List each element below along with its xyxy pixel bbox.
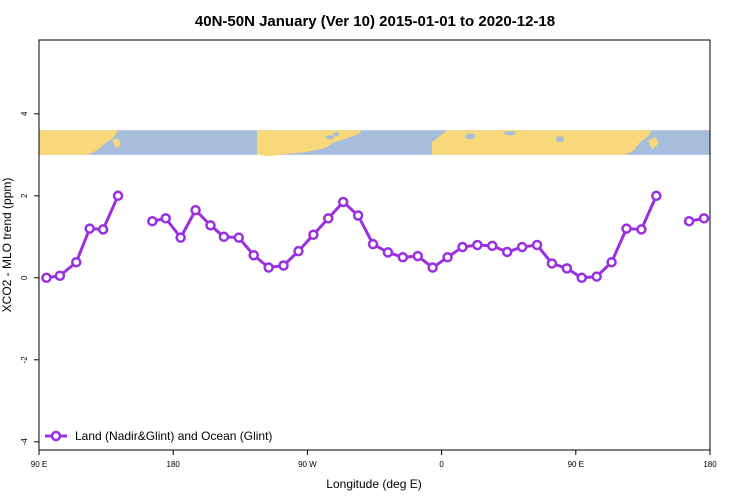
data-point (99, 225, 107, 233)
x-tick-label: 90 E (568, 460, 584, 469)
data-point (114, 192, 122, 200)
x-tick-label: 180 (167, 460, 181, 469)
data-point (294, 247, 302, 255)
data-point (354, 211, 362, 219)
data-point (369, 240, 377, 248)
land-shape-3 (432, 130, 652, 155)
legend-marker (52, 432, 60, 440)
data-point (518, 243, 526, 251)
data-point (399, 253, 407, 261)
data-point (280, 262, 288, 270)
water-speck-2 (465, 133, 475, 139)
data-point (458, 243, 466, 251)
data-point (162, 214, 170, 222)
x-axis-label: Longitude (deg E) (326, 477, 421, 491)
data-point (42, 274, 50, 282)
series-line (46, 196, 118, 278)
data-point (533, 241, 541, 249)
data-point (309, 231, 317, 239)
data-point (578, 274, 586, 282)
data-point (192, 206, 200, 214)
data-point (593, 273, 601, 281)
data-point (177, 234, 185, 242)
data-point (206, 221, 214, 229)
data-point (700, 214, 708, 222)
water-speck-3 (504, 131, 516, 135)
data-point (265, 264, 273, 272)
x-tick-label: 180 (703, 460, 717, 469)
y-tick-label: 2 (20, 193, 29, 198)
x-axis: 90 E 180 90 W 0 90 E 180 (31, 450, 717, 469)
water-speck-0 (326, 135, 334, 139)
y-tick-label: 0 (20, 275, 29, 280)
y-axis: -4 -2 0 2 4 (20, 111, 39, 445)
data-point (622, 225, 630, 233)
data-point (608, 258, 616, 266)
series-layer (42, 192, 708, 282)
data-point (503, 248, 511, 256)
water-speck-1 (333, 132, 339, 136)
y-tick-label: -4 (20, 438, 29, 446)
data-point (473, 241, 481, 249)
data-point (548, 259, 556, 267)
data-point (429, 264, 437, 272)
data-point (148, 217, 156, 225)
x-tick-label: 0 (439, 460, 444, 469)
legend: Land (Nadir&Glint) and Ocean (Glint) (45, 429, 272, 443)
data-point (250, 251, 258, 259)
x-tick-label: 90 E (31, 460, 47, 469)
y-tick-label: 4 (20, 111, 29, 116)
data-point (384, 248, 392, 256)
y-tick-label: -2 (20, 356, 29, 364)
data-point (488, 242, 496, 250)
data-point (637, 225, 645, 233)
chart-title: 40N-50N January (Ver 10) 2015-01-01 to 2… (195, 13, 555, 30)
data-point (220, 233, 228, 241)
data-point (339, 198, 347, 206)
data-point (444, 253, 452, 261)
data-point (235, 234, 243, 242)
data-point (86, 225, 94, 233)
data-point (72, 258, 80, 266)
data-point (414, 252, 422, 260)
world-map-strip (39, 130, 710, 156)
data-point (56, 272, 64, 280)
legend-label: Land (Nadir&Glint) and Ocean (Glint) (75, 429, 272, 443)
data-point (563, 264, 571, 272)
data-point (652, 192, 660, 200)
water-speck-4 (556, 136, 564, 142)
data-point (685, 217, 693, 225)
y-axis-label: XCO2 - MLO trend (ppm) (0, 178, 14, 313)
data-point (324, 214, 332, 222)
x-tick-label: 90 W (298, 460, 317, 469)
